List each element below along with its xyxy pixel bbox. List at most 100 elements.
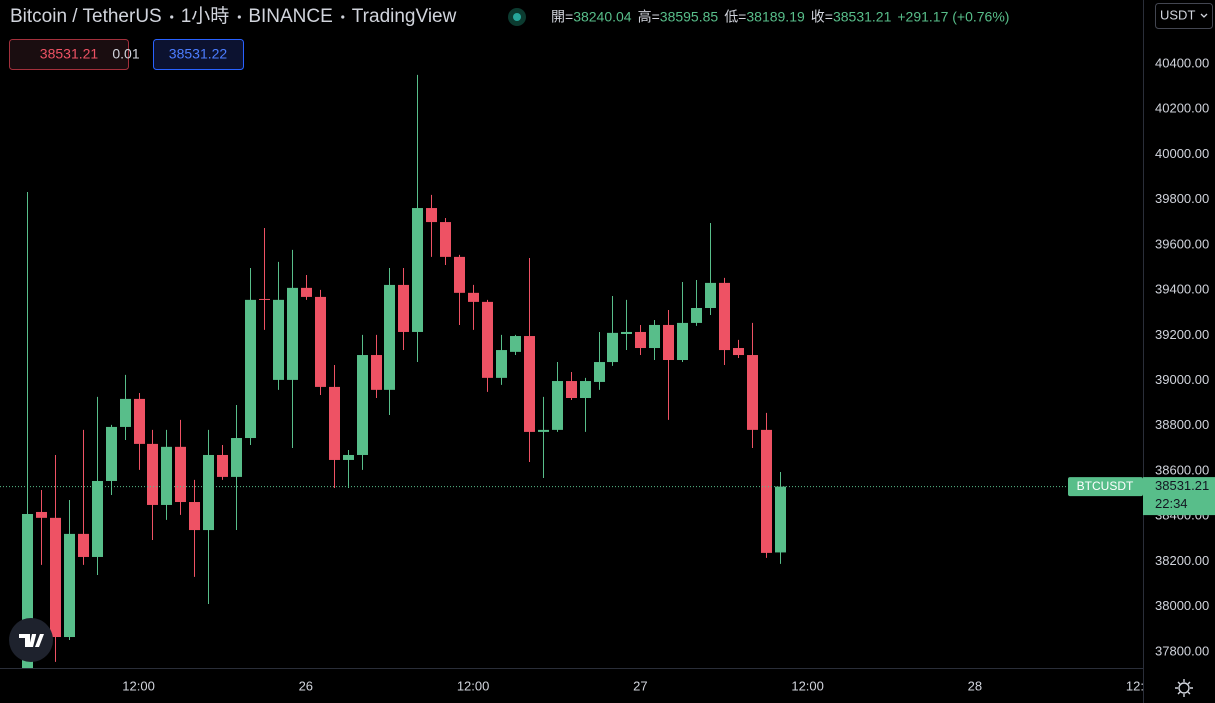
candle-body [663,324,674,361]
candle-body [175,446,186,503]
candle-body [22,514,33,668]
ohlc-label: 高= [638,9,660,25]
candle-body [468,292,479,302]
candle-body [566,381,577,398]
candle-body [203,454,214,531]
candle-body [92,480,103,557]
candle-body [705,282,716,308]
ohlc-label: 開= [551,9,573,25]
y-tick-label: 39400.00 [1155,282,1209,297]
x-axis: 12:00 26 12:00 27 12:00 28 12:00 [122,678,1158,693]
x-tick-label: 27 [633,678,647,693]
candle-body [635,331,646,349]
settings-icon[interactable] [1175,679,1193,697]
candle-body [134,398,145,444]
y-tick-label: 40000.00 [1155,146,1209,161]
y-tick-label: 39600.00 [1155,236,1209,251]
candle-body [36,511,47,518]
price-tag-countdown: 22:34 [1155,496,1188,511]
candle-body [287,287,298,380]
y-tick-label: 38200.00 [1155,553,1209,568]
ohlc-value: 38595.85 [660,9,719,25]
separator-dot [341,15,345,19]
currency-chevron[interactable] [1200,13,1208,18]
candle-body [343,454,354,460]
y-tick-label: 40200.00 [1155,101,1209,116]
candle-body [301,287,312,297]
plot-area [0,74,1143,668]
candle-body [524,336,535,432]
candle-body [747,355,758,430]
candle-body [315,296,326,387]
candle-body [78,533,89,557]
price-tag-value: 38531.21 [1155,478,1209,493]
candle-body [496,350,507,378]
ohlc-value: 38240.04 [573,9,632,25]
candle-body [510,336,521,352]
header-interval: 1小時 [181,5,230,27]
candle-body [245,299,256,439]
x-tick-label: 28 [968,678,982,693]
separator-dot [237,15,241,19]
candle-body [398,284,409,332]
candle-body [64,533,75,638]
tv-logo-mark [19,634,44,647]
candle-body [231,438,242,477]
candle-body [677,322,688,361]
bid-price: 38531.21 [40,46,99,62]
candle-body [691,307,702,323]
candle-body [384,284,395,390]
candle-body [329,386,340,460]
y-tick-label: 38600.00 [1155,462,1209,477]
currency-button[interactable] [1155,3,1213,29]
candle-body [440,222,451,257]
candle-body [580,381,591,398]
candle-body [482,301,493,378]
candle-body [719,282,730,351]
y-tick-label: 39200.00 [1155,327,1209,342]
candle-body [106,426,117,481]
ohlc-value: 38531.21 [833,9,892,25]
candle-body [775,486,786,553]
ohlc-value: 38189.19 [746,9,805,25]
x-tick-label: 12:00 [791,678,824,693]
candle-body [371,355,382,390]
ask-price: 38531.22 [169,46,228,62]
x-tick-label: 12:00 [457,678,490,693]
header-symbol: Bitcoin / TetherUS [10,6,162,27]
candle-body [733,348,744,356]
header-source: TradingView [352,6,457,27]
y-axis: 37800.0038000.0038200.0038400.0038600.00… [1155,55,1209,658]
y-tick-label: 38000.00 [1155,598,1209,613]
x-tick-label: 26 [299,678,313,693]
x-tick-label: 12:00 [122,678,155,693]
candle-body [120,398,131,427]
y-tick-label: 39800.00 [1155,191,1209,206]
overlay: BTCUSDT 38531.21 22:34 Bitcoin / TetherUS 1小… [9,5,1215,516]
y-tick-label: 40400.00 [1155,55,1209,70]
candle-body [161,446,172,505]
ohlc-label: 收= [811,9,833,25]
candle-body [273,299,284,380]
candle-body [538,429,549,432]
price-tag [1143,477,1215,516]
y-tick-label: 39000.00 [1155,372,1209,387]
candle-body [189,502,200,531]
candle-body [357,355,368,455]
candle-body [454,256,465,293]
candle-body [607,332,618,363]
spread: 0.01 [112,46,139,62]
candle-body [552,381,563,430]
candle-body [147,443,158,505]
candle-body [412,208,423,332]
currency-label[interactable]: USDT [1160,7,1195,22]
candle-body [621,331,632,334]
status-dot [513,13,521,21]
candle-body [761,429,772,553]
bid-box[interactable] [9,39,129,70]
y-tick-label: 38800.00 [1155,417,1209,432]
candle-body [217,454,228,477]
ask-box[interactable] [153,39,244,70]
candle-body [426,208,437,223]
